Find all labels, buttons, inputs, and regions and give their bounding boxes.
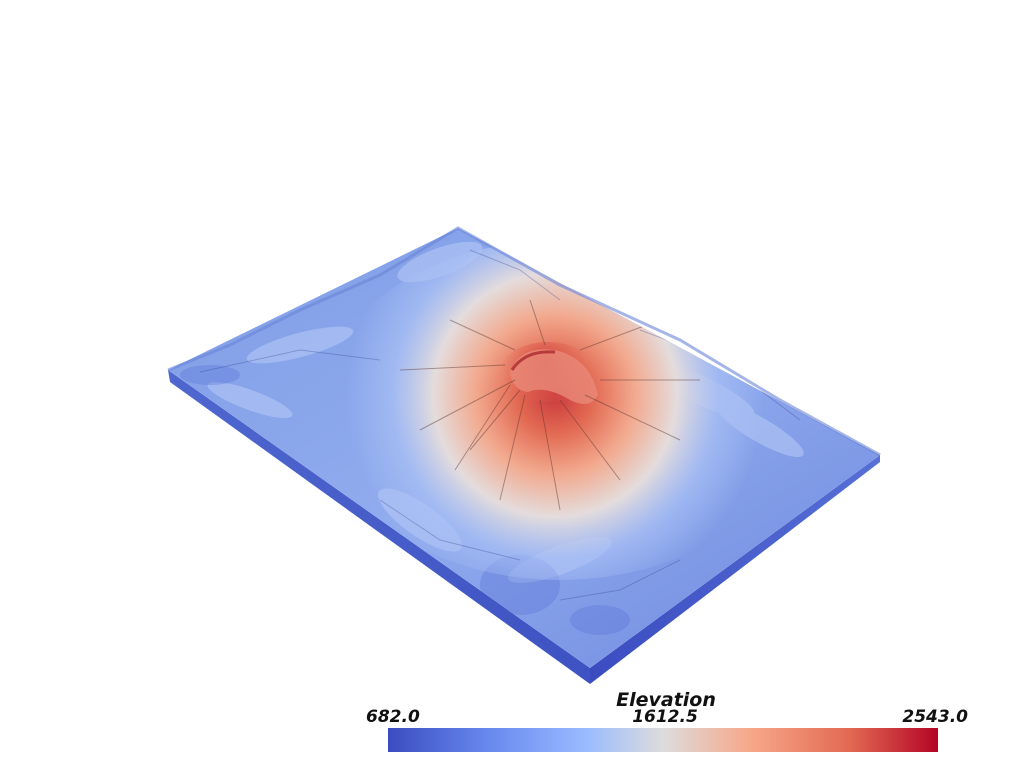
scalar-bar-colormap [388, 728, 938, 752]
scalar-bar-mid-label: 1612.5 [632, 707, 698, 727]
scalar-bar-min-label: 682.0 [366, 707, 420, 727]
terrain-back-edge [167, 226, 881, 457]
terrain-front-wall [168, 370, 590, 684]
terrain-surface [168, 228, 880, 668]
terrain-right-wall [590, 455, 880, 684]
scalar-bar-max-label: 2543.0 [902, 707, 968, 727]
scalar-bar-title: Elevation [616, 689, 716, 711]
